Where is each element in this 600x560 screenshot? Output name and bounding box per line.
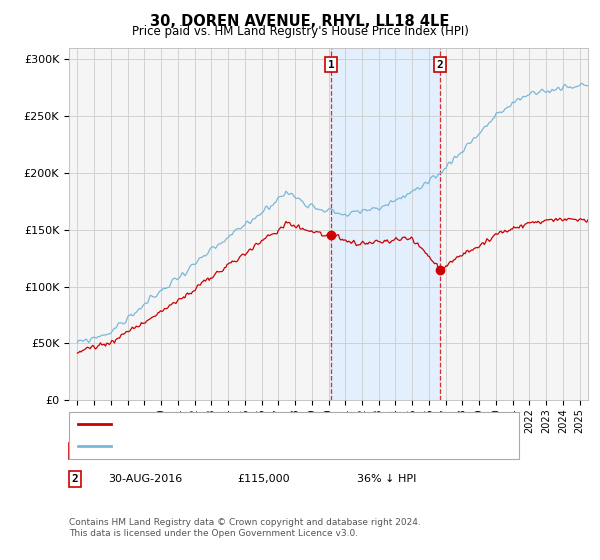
Text: 1: 1 xyxy=(71,446,79,456)
Text: 25-FEB-2010: 25-FEB-2010 xyxy=(108,446,179,456)
Text: 30-AUG-2016: 30-AUG-2016 xyxy=(108,474,182,484)
Text: 1: 1 xyxy=(328,60,334,69)
Text: 36% ↓ HPI: 36% ↓ HPI xyxy=(357,474,416,484)
Text: Price paid vs. HM Land Registry's House Price Index (HPI): Price paid vs. HM Land Registry's House … xyxy=(131,25,469,38)
Text: 2: 2 xyxy=(71,474,79,484)
Text: 13% ↓ HPI: 13% ↓ HPI xyxy=(357,446,416,456)
Text: 30, DOREN AVENUE, RHYL, LL18 4LE: 30, DOREN AVENUE, RHYL, LL18 4LE xyxy=(151,14,449,29)
Text: 30, DOREN AVENUE, RHYL, LL18 4LE (detached house): 30, DOREN AVENUE, RHYL, LL18 4LE (detach… xyxy=(120,419,404,429)
Text: Contains HM Land Registry data © Crown copyright and database right 2024.
This d: Contains HM Land Registry data © Crown c… xyxy=(69,518,421,538)
Bar xyxy=(331,48,440,400)
Text: 2: 2 xyxy=(437,60,443,69)
Text: HPI: Average price, detached house, Denbighshire: HPI: Average price, detached house, Denb… xyxy=(120,441,382,451)
Text: £115,000: £115,000 xyxy=(237,474,290,484)
Text: £145,000: £145,000 xyxy=(237,446,290,456)
